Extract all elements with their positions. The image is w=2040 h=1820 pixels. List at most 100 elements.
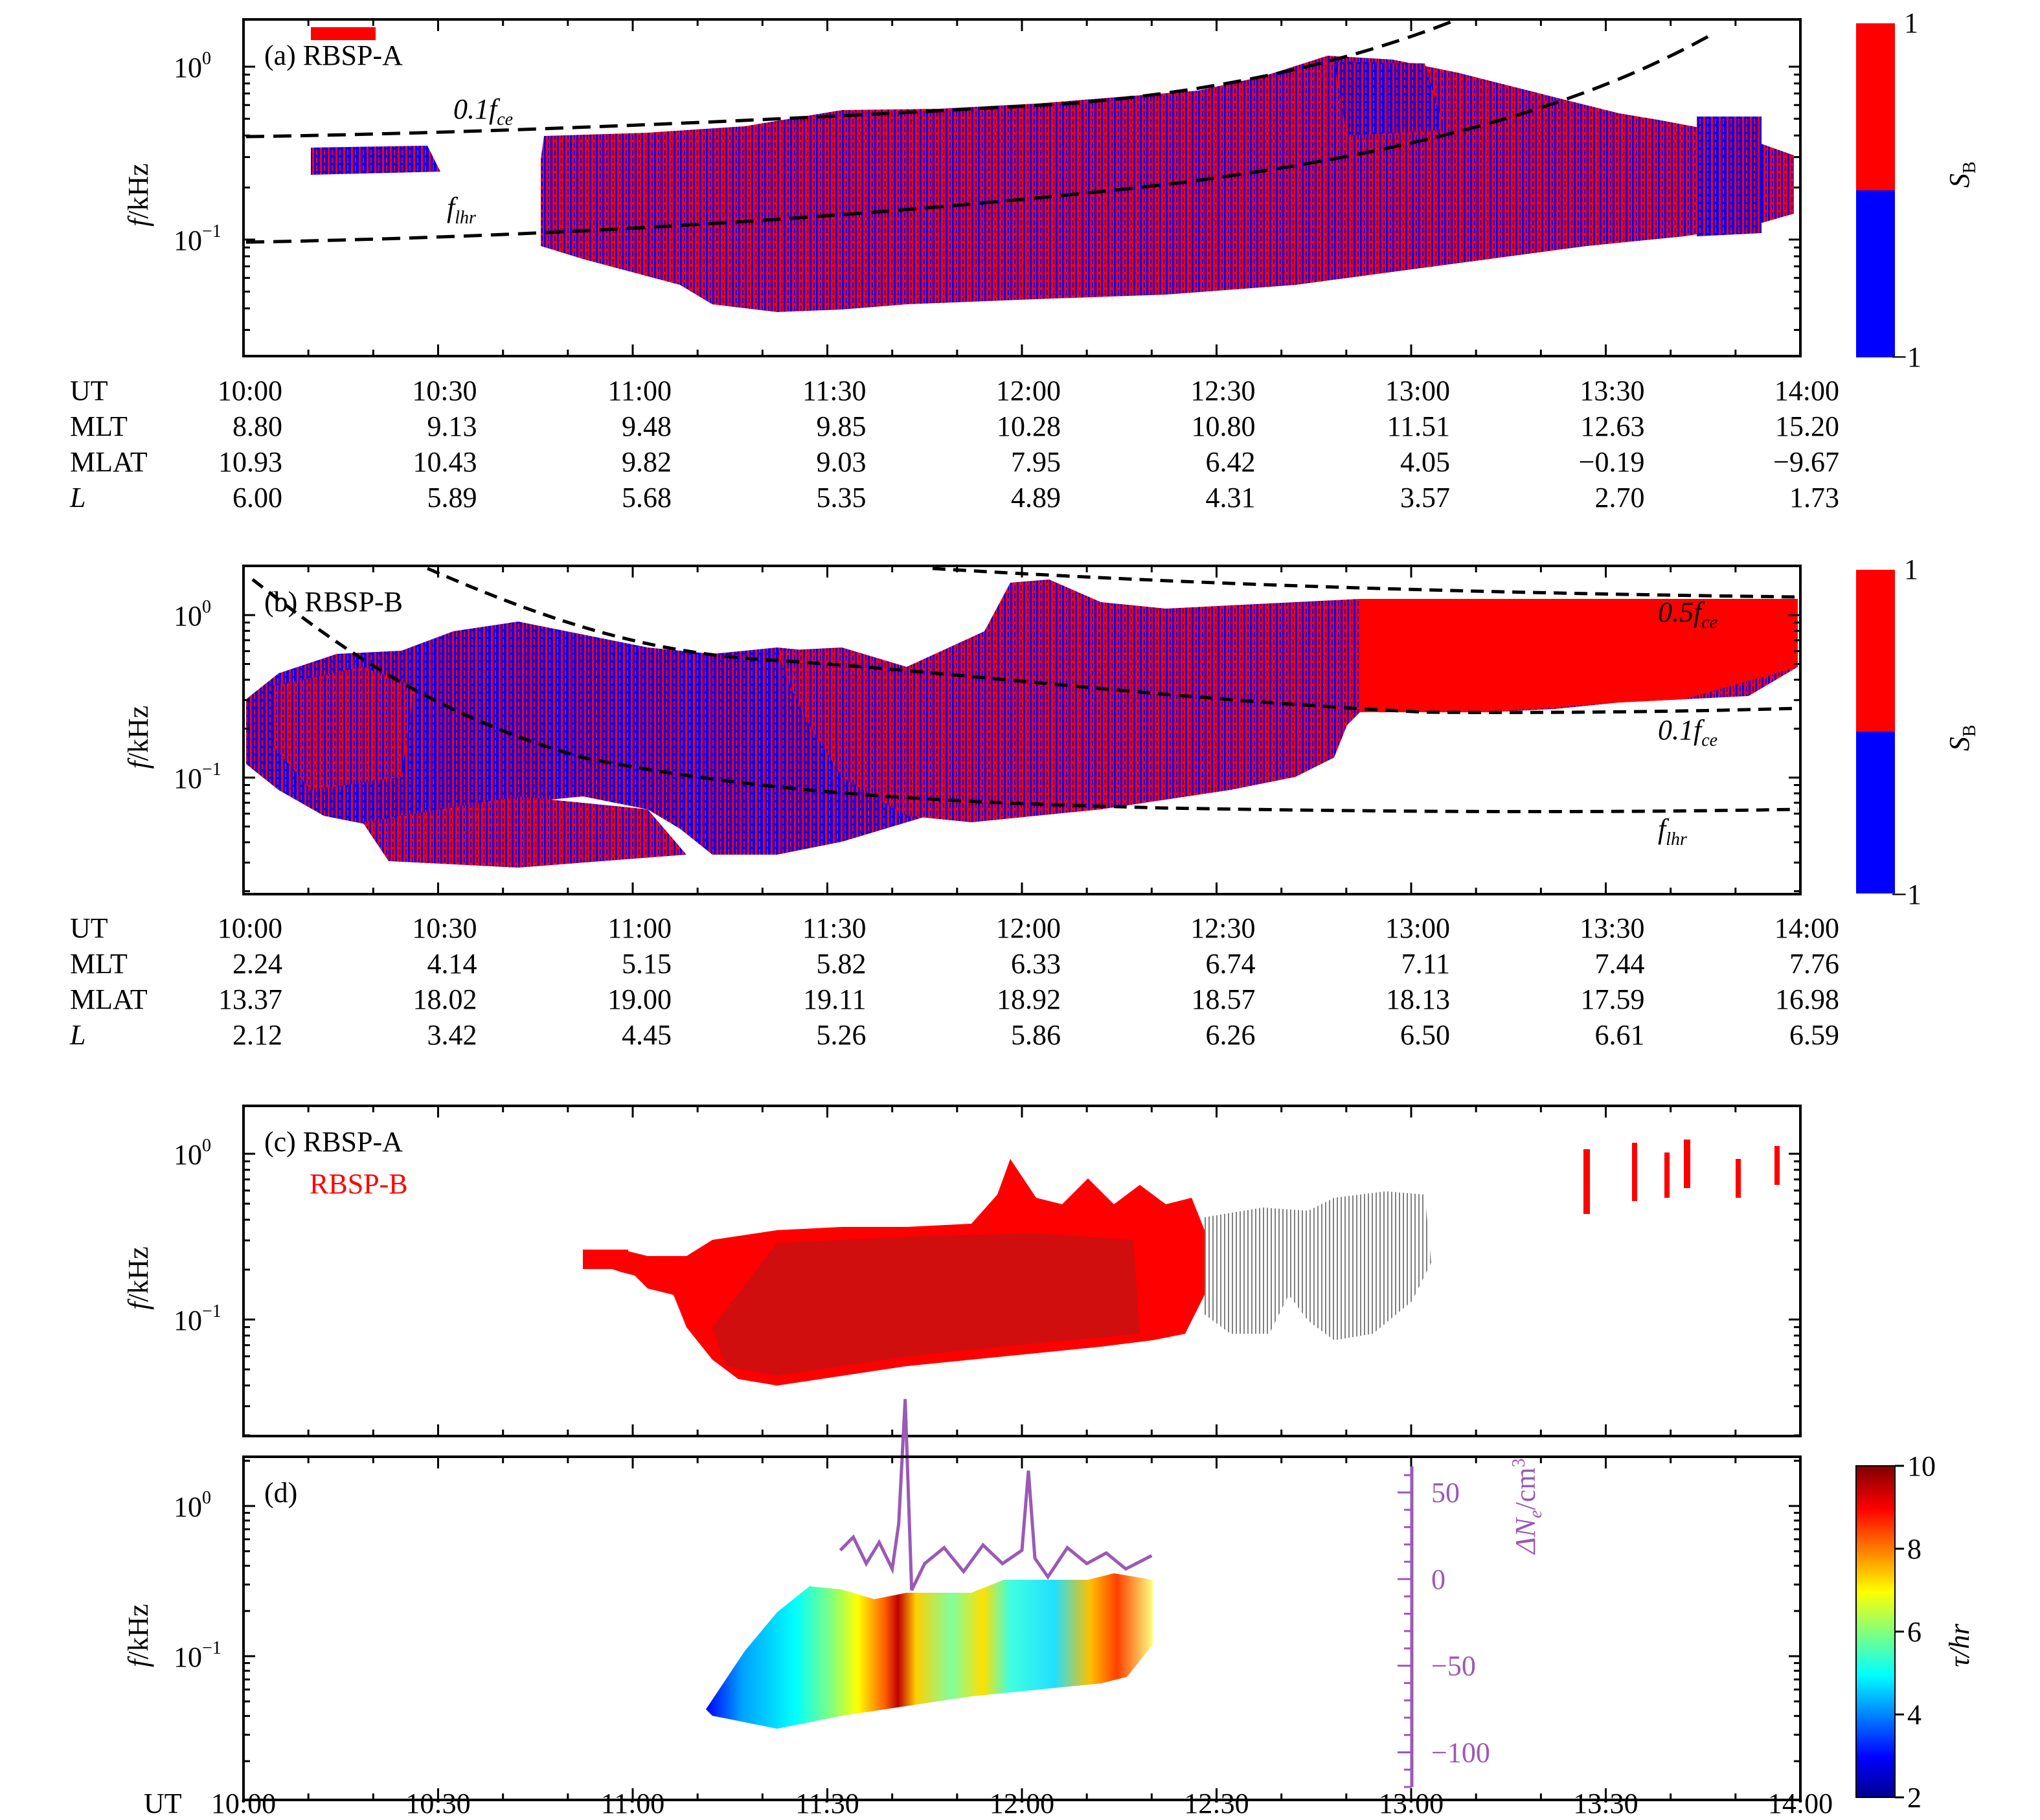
panel-b-curve-label-0.5fce: 0.5fce <box>1658 596 1717 633</box>
x-tick-label: 13:30 <box>1573 1788 1638 1819</box>
ephemeris-value: 6.61 <box>1595 1019 1645 1051</box>
panel-d-colorbar-ticks: 2 4 6 8 10 <box>1895 1450 1936 1814</box>
ephemeris-value: −0.19 <box>1579 446 1645 478</box>
panel-c-rbsp-b-early <box>583 1250 628 1269</box>
y-tick-label: 10−1 <box>174 221 221 256</box>
ephemeris-value: 11:30 <box>802 375 867 407</box>
y-tick-label: 100 <box>174 1488 211 1523</box>
panel-a-colorbar-min: −1 <box>1891 341 1921 373</box>
panel-a-curve-0.1fce <box>245 17 1458 139</box>
ephemeris-value: 19.11 <box>803 983 866 1015</box>
panel-d-dne-line <box>839 1399 1153 1591</box>
panel-a-xticks <box>242 19 1802 356</box>
panel-c-xticks <box>242 1106 1802 1436</box>
ephemeris-value: 6.74 <box>1206 948 1256 980</box>
ephemeris-value: 14:00 <box>1774 375 1839 407</box>
ephemeris-value: 13.37 <box>218 983 282 1015</box>
ephemeris-value: 6.33 <box>1011 948 1061 980</box>
panel-b-curve-0.1fce <box>427 567 1798 714</box>
ephemeris-value: 18.92 <box>997 983 1061 1015</box>
x-tick-label: 14:00 <box>1768 1788 1833 1819</box>
panel-b: (b) RBSP-B 0.5fce 0.1fce flhr 100 10−1 f/k… <box>69 554 1980 1051</box>
ephemeris-value: 12:30 <box>1190 375 1255 407</box>
y-axis-title: f/kHz <box>122 163 154 227</box>
ephemeris-row-label: L <box>69 1019 85 1051</box>
ephemeris-value: 8.80 <box>232 410 282 442</box>
panel-c-rbsp-a-region <box>1205 1191 1431 1340</box>
panel-c-rbsp-b-late-0 <box>1583 1149 1590 1214</box>
y-tick-label: 10−1 <box>174 759 221 794</box>
y-axis-title: f/kHz <box>122 1246 154 1310</box>
ephemeris-value: 4.05 <box>1400 446 1450 478</box>
y-tick-label: 10−1 <box>174 1638 221 1673</box>
dne-tick-label: 50 <box>1431 1477 1460 1509</box>
ephemeris-value: 7.76 <box>1789 948 1839 980</box>
panel-a-colorbar-positive <box>1856 23 1895 190</box>
x-tick-label: 10:00 <box>211 1788 276 1819</box>
panel-d-colorbar-gradient <box>1855 1465 1896 1798</box>
panel-a-emission-mid <box>1334 62 1444 136</box>
ephemeris-row-label: MLAT <box>70 446 148 478</box>
ephemeris-value: 11:00 <box>607 912 672 944</box>
y-axis-title: f/kHz <box>122 1604 154 1667</box>
ephemeris-value: 13:00 <box>1385 375 1450 407</box>
panel-a-label: (a) RBSP-A <box>264 39 403 71</box>
panel-b-curve-flhr <box>251 578 1798 814</box>
panel-c-rbsp-b-late-3 <box>1684 1140 1690 1188</box>
x-tick-label: 13:00 <box>1379 1788 1444 1819</box>
dne-tick-label: −50 <box>1431 1650 1476 1682</box>
panel-a-yticks: 100 10−1 f/kHz <box>122 49 1800 331</box>
ephemeris-value: 10.28 <box>997 410 1061 442</box>
panel-d-spectrogram <box>706 1573 1153 1729</box>
panel-b-curve-label-flhr: flhr <box>1658 813 1687 849</box>
panel-a-colorbar: 1 −1 SB <box>1856 7 1980 373</box>
panel-d-label: (d) <box>264 1477 297 1509</box>
ephemeris-value: 3.42 <box>427 1019 477 1051</box>
ephemeris-value: 6.42 <box>1206 446 1256 478</box>
panel-a-emission-main <box>541 56 1794 312</box>
ephemeris-value: 7.11 <box>1401 948 1450 980</box>
ephemeris-value: 6.26 <box>1206 1019 1256 1051</box>
panel-c-yticks: 100 10−1 f/kHz <box>122 1136 1800 1437</box>
ephemeris-value: 5.26 <box>817 1019 867 1051</box>
ephemeris-value: 9.48 <box>622 410 672 442</box>
ephemeris-value: 10.43 <box>413 446 477 478</box>
ephemeris-value: 14:00 <box>1774 912 1839 944</box>
ephemeris-value: 10.93 <box>218 446 282 478</box>
panel-a-curve-label-0.1fce: 0.1fce <box>453 93 513 129</box>
panel-b-emission-low <box>363 796 686 868</box>
panel-a-emission-early <box>311 146 440 175</box>
ephemeris-value: 4.31 <box>1206 482 1256 513</box>
panel-d: (d) 100 10−1 f/kHz ΔNe/cm3 50 0 −50 −100 2 4 6 8… <box>122 1399 1975 1819</box>
ephemeris-value: 4.14 <box>427 948 477 980</box>
ephemeris-value: 9.85 <box>817 410 867 442</box>
panel-b-colorbar-positive <box>1856 570 1895 732</box>
ephemeris-value: −9.67 <box>1773 446 1839 478</box>
x-tick-label: 12:30 <box>1184 1788 1249 1819</box>
ephemeris-value: 12:00 <box>996 375 1061 407</box>
ephemeris-value: 10:00 <box>218 375 282 407</box>
x-tick-label: 12:00 <box>990 1788 1054 1819</box>
colorbar-tick-label: 6 <box>1907 1616 1921 1648</box>
ephemeris-value: 2.70 <box>1595 482 1645 513</box>
ephemeris-value: 10.80 <box>1192 410 1256 442</box>
panel-b-emission-red-right <box>1360 599 1798 712</box>
panel-b-colorbar-min: −1 <box>1891 879 1921 910</box>
panel-b-xticks <box>242 566 1802 894</box>
ephemeris-row-label: L <box>69 482 85 513</box>
ephemeris-value: 17.59 <box>1581 983 1645 1015</box>
panel-a-curve-flhr <box>245 34 1711 244</box>
ephemeris-value: 7.44 <box>1595 948 1645 980</box>
ephemeris-value: 12:30 <box>1190 912 1255 944</box>
panel-a-colorbar-negative <box>1856 190 1895 357</box>
panel-b-colorbar-negative <box>1856 732 1895 893</box>
panel-c-rbsp-b-late-2 <box>1664 1152 1670 1198</box>
ephemeris-value: 9.03 <box>817 446 867 478</box>
panel-d-dne-axis-label: ΔNe/cm3 <box>1509 1458 1546 1555</box>
ephemeris-value: 18.13 <box>1386 983 1450 1015</box>
y-axis-title: f/kHz <box>122 706 154 769</box>
ephemeris-value: 2.12 <box>232 1019 282 1051</box>
colorbar-tick-label: 2 <box>1907 1782 1921 1814</box>
panel-d-dne-axis: ΔNe/cm3 50 0 −50 −100 <box>1398 1458 1546 1788</box>
panel-d-xaxis-prefix: UT <box>144 1788 182 1819</box>
